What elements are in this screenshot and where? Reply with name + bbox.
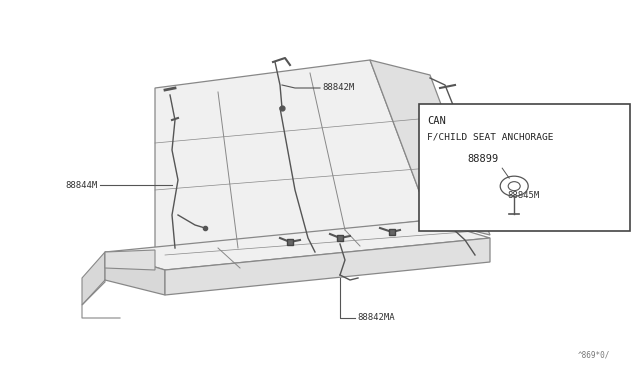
Text: 88845M: 88845M bbox=[507, 190, 540, 199]
Text: F/CHILD SEAT ANCHORAGE: F/CHILD SEAT ANCHORAGE bbox=[428, 132, 554, 141]
Text: 88844M: 88844M bbox=[66, 180, 98, 189]
Polygon shape bbox=[105, 250, 155, 270]
Bar bbox=[419, 104, 630, 231]
Polygon shape bbox=[155, 60, 430, 250]
Polygon shape bbox=[370, 60, 490, 235]
Polygon shape bbox=[82, 252, 105, 305]
Text: 88842M: 88842M bbox=[322, 83, 355, 93]
Text: CAN: CAN bbox=[428, 116, 446, 126]
Polygon shape bbox=[105, 220, 490, 270]
Polygon shape bbox=[105, 252, 165, 295]
Text: ^869*0/: ^869*0/ bbox=[578, 351, 610, 360]
Text: 88899: 88899 bbox=[467, 154, 499, 164]
Polygon shape bbox=[165, 238, 490, 295]
Text: 88842MA: 88842MA bbox=[357, 314, 395, 323]
